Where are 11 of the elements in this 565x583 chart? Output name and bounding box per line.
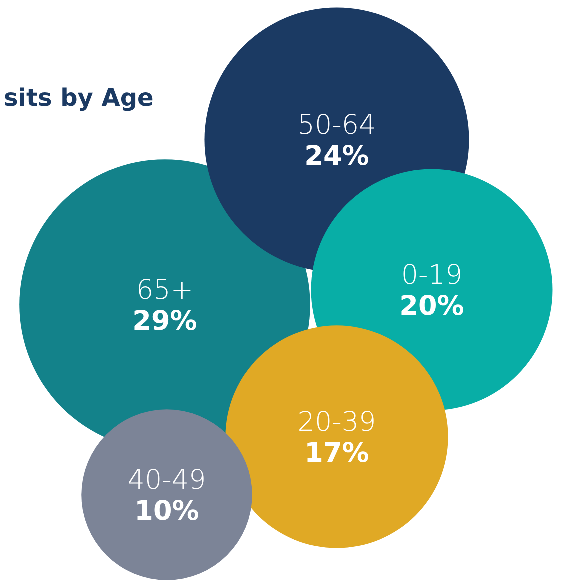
category-label: 50-64 bbox=[298, 110, 376, 141]
data-label: 20% bbox=[400, 291, 464, 322]
category-label: 40-49 bbox=[128, 465, 206, 496]
category-label: 0-19 bbox=[401, 260, 463, 291]
data-label: 24% bbox=[304, 141, 370, 172]
data-label: 29% bbox=[132, 306, 198, 337]
text: sits by Age bbox=[4, 84, 154, 112]
category-label: 65+ bbox=[136, 275, 194, 306]
category-label: 20-39 bbox=[298, 407, 376, 438]
data-label: 10% bbox=[134, 496, 200, 527]
data-label: 17% bbox=[304, 438, 370, 469]
